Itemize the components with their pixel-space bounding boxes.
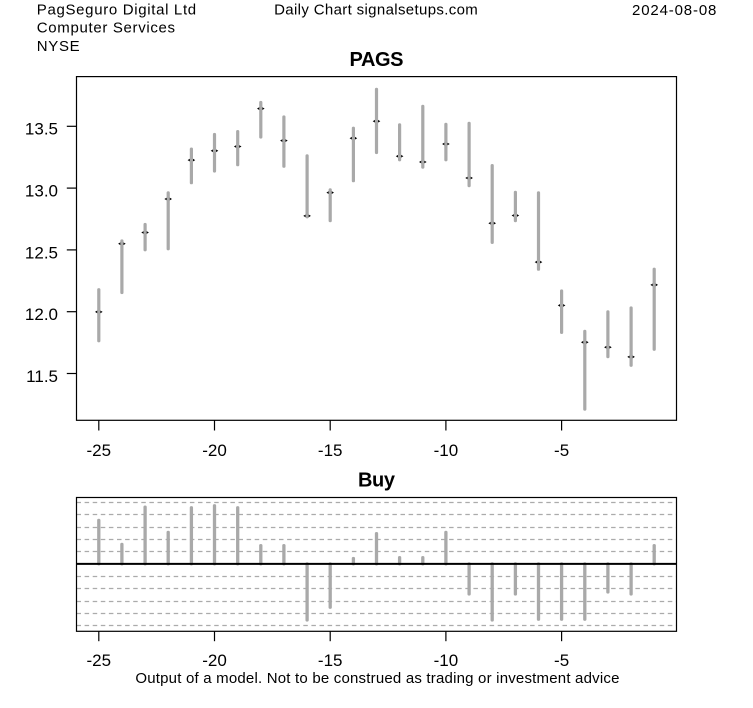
svg-text:-5: -5 bbox=[554, 651, 569, 670]
svg-text:-15: -15 bbox=[318, 651, 343, 670]
svg-text:Buy: Buy bbox=[358, 469, 396, 491]
svg-text:-20: -20 bbox=[202, 441, 227, 460]
svg-text:PAGS: PAGS bbox=[349, 49, 403, 71]
svg-text:PagSeguro Digital Ltd: PagSeguro Digital Ltd bbox=[37, 2, 197, 19]
svg-text:-15: -15 bbox=[318, 441, 343, 460]
svg-text:-10: -10 bbox=[434, 441, 459, 460]
svg-text:13.0: 13.0 bbox=[25, 182, 58, 201]
svg-text:-25: -25 bbox=[87, 651, 112, 670]
svg-text:-20: -20 bbox=[202, 651, 227, 670]
svg-text:-25: -25 bbox=[87, 441, 112, 460]
svg-text:2024-08-08: 2024-08-08 bbox=[632, 2, 717, 19]
svg-text:13.5: 13.5 bbox=[25, 120, 58, 139]
svg-text:-10: -10 bbox=[434, 651, 459, 670]
svg-text:12.0: 12.0 bbox=[25, 305, 58, 324]
svg-text:-5: -5 bbox=[554, 441, 569, 460]
svg-text:11.5: 11.5 bbox=[26, 367, 58, 386]
svg-text:12.5: 12.5 bbox=[25, 243, 58, 262]
svg-text:Output of a model. Not to be c: Output of a model. Not to be construed a… bbox=[135, 670, 619, 687]
svg-text:Computer Services: Computer Services bbox=[37, 20, 176, 37]
svg-text:Daily Chart signalsetups.com: Daily Chart signalsetups.com bbox=[274, 2, 478, 19]
svg-text:NYSE: NYSE bbox=[37, 38, 81, 55]
